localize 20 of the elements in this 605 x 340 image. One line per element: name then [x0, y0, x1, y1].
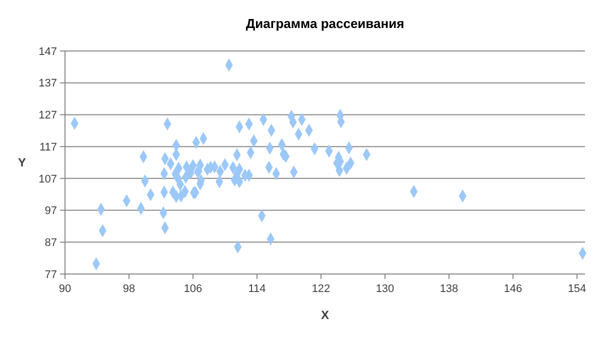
y-tick-label: 147 — [38, 46, 57, 58]
y-tick-label: 137 — [38, 78, 57, 90]
x-tick-label: 90 — [58, 283, 72, 295]
x-axis-title: X — [320, 308, 330, 322]
x-tick-label: 138 — [440, 283, 458, 295]
y-tick-label: 107 — [38, 173, 57, 186]
y-tick-label: 117 — [39, 141, 57, 154]
chart-title: Диаграмма рассеивания — [246, 16, 404, 31]
x-tick-label: 98 — [122, 283, 136, 295]
x-tick-label: 114 — [248, 283, 266, 295]
y-tick-label: 87 — [44, 236, 57, 249]
x-tick-label: 130 — [376, 283, 394, 295]
y-tick-label: 77 — [44, 268, 57, 281]
y-tick-label: 97 — [44, 205, 57, 218]
y-tick-label: 127 — [38, 110, 57, 122]
x-tick-label: 122 — [312, 283, 330, 295]
x-tick-label: 106 — [184, 283, 202, 295]
x-tick-label: 154 — [568, 283, 586, 295]
y-axis-title: Y — [18, 156, 26, 170]
x-tick-label: 146 — [504, 283, 522, 295]
